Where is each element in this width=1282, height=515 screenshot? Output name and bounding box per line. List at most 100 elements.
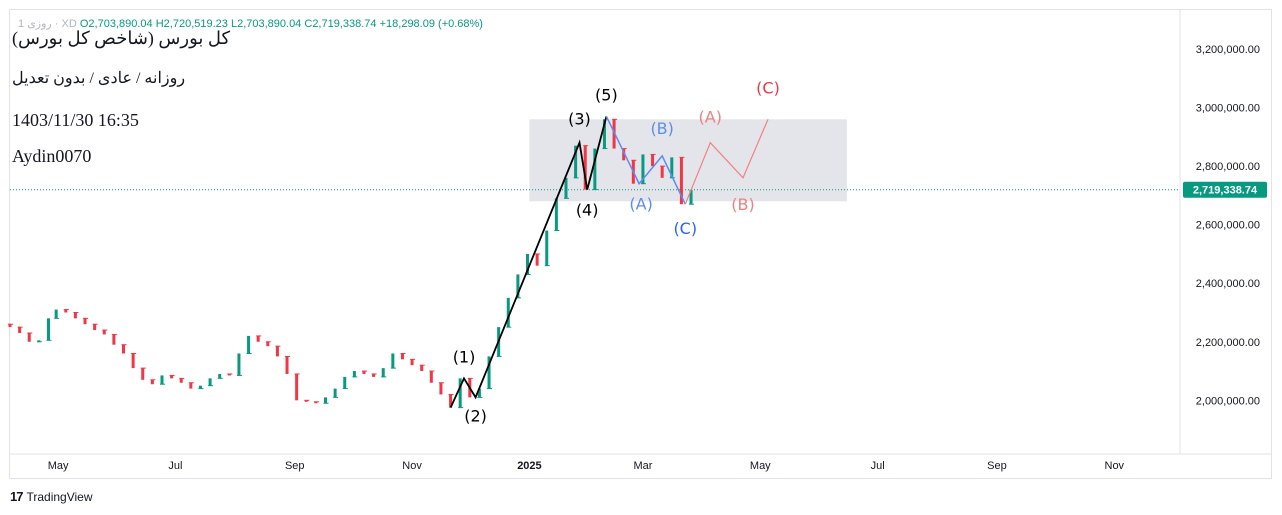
candle xyxy=(381,368,385,377)
candle xyxy=(237,353,241,376)
wave-label: (B) xyxy=(650,119,673,138)
tradingview-wordmark: TradingView xyxy=(26,489,93,504)
candle xyxy=(622,148,626,161)
candle xyxy=(170,375,174,379)
projection-wave-line xyxy=(684,119,769,205)
candle xyxy=(218,373,222,379)
candle xyxy=(362,371,366,374)
x-tick-label: Mar xyxy=(633,460,652,472)
y-tick-label: 3,200,000.00 xyxy=(1196,44,1260,56)
candle xyxy=(574,145,578,178)
candle xyxy=(612,119,616,149)
candle xyxy=(516,274,520,298)
candle xyxy=(487,356,491,389)
candle xyxy=(324,397,328,404)
candle xyxy=(651,154,655,167)
candle xyxy=(429,371,433,383)
candle xyxy=(208,378,212,386)
candle xyxy=(141,368,145,380)
candle xyxy=(54,309,58,319)
ohlc-high: H2,720,519.23 xyxy=(155,18,228,30)
candle xyxy=(583,145,587,190)
chart-frame[interactable] xyxy=(9,9,1272,479)
candle xyxy=(27,332,31,342)
candle xyxy=(660,166,664,178)
wave-label: (2) xyxy=(464,406,487,425)
candle xyxy=(64,309,68,313)
candle xyxy=(122,344,126,354)
x-tick-label: Sep xyxy=(285,460,305,472)
candle xyxy=(112,334,116,345)
chart-note-author: Aydin0070 xyxy=(12,146,92,166)
candle xyxy=(150,379,154,385)
candle xyxy=(179,378,183,383)
candle xyxy=(526,253,530,275)
wave-label: (C) xyxy=(673,219,697,238)
candle xyxy=(160,375,164,385)
ohlc-open: O2,703,890.04 xyxy=(79,18,153,30)
candle xyxy=(449,394,453,408)
candle xyxy=(477,388,481,398)
y-tick-label: 2,800,000.00 xyxy=(1196,161,1260,173)
wave-label: (C) xyxy=(756,78,780,97)
ohlc-change: +18,298.09 (+0.68%) xyxy=(379,18,483,30)
candle xyxy=(73,312,77,319)
x-tick-label: Jul xyxy=(871,460,885,472)
candle xyxy=(506,297,510,328)
y-tick-label: 2,400,000.00 xyxy=(1196,278,1260,290)
tradingview-mark-icon: 17 xyxy=(10,489,24,504)
candle xyxy=(83,318,87,325)
candle xyxy=(285,356,289,374)
x-tick-label: Sep xyxy=(987,460,1007,472)
candle xyxy=(131,353,135,369)
wave-label: (3) xyxy=(568,110,591,129)
candle xyxy=(439,382,443,395)
y-tick-label: 2,600,000.00 xyxy=(1196,220,1260,232)
candle xyxy=(391,353,395,369)
y-tick-label: 2,000,000.00 xyxy=(1196,395,1260,407)
candle xyxy=(564,177,568,199)
candle xyxy=(372,373,376,377)
correction-wave-line xyxy=(605,116,686,205)
candle xyxy=(554,198,558,231)
wave-label: (1) xyxy=(453,347,476,366)
candle xyxy=(102,330,106,335)
candle xyxy=(266,341,270,347)
symbol-prefix: 1 روزی · XD xyxy=(18,18,77,30)
candle xyxy=(420,365,424,372)
candle xyxy=(227,373,231,376)
wave-label: (5) xyxy=(595,85,618,104)
ohlc-close: C2,719,338.74 xyxy=(304,18,377,30)
chart-note-title: (کل بورس (شاخص کل بورس xyxy=(12,28,231,48)
ohlc-readout: 1 روزی · XD O2,703,890.04 H2,720,519.23 … xyxy=(18,17,483,30)
y-tick-label: 3,000,000.00 xyxy=(1196,103,1260,115)
candle xyxy=(256,335,260,342)
candle xyxy=(641,154,645,184)
candle xyxy=(198,385,202,389)
candle xyxy=(689,189,693,205)
candle xyxy=(352,371,356,377)
candle xyxy=(679,157,683,205)
candle xyxy=(37,340,41,342)
candle xyxy=(602,119,606,149)
x-tick-label: Nov xyxy=(1105,460,1125,472)
ohlc-low: L2,703,890.04 xyxy=(230,18,302,30)
candle xyxy=(333,388,337,398)
last-price-tag-label: 2,719,338.74 xyxy=(1193,185,1258,197)
candle xyxy=(593,148,597,190)
last-price-tag xyxy=(1183,181,1267,198)
candle xyxy=(247,335,251,354)
wave-label: (4) xyxy=(576,201,599,220)
x-tick-label: Jul xyxy=(168,460,182,472)
candle xyxy=(343,376,347,389)
candle xyxy=(545,230,549,266)
candle xyxy=(46,318,50,341)
candle xyxy=(535,253,539,266)
chart-note-subtitle: روزانه / عادی / بدون تعدیل xyxy=(12,70,186,87)
candle xyxy=(295,373,299,401)
candle xyxy=(93,324,97,331)
candle xyxy=(458,378,462,408)
tradingview-logo[interactable]: 17 TradingView xyxy=(10,489,93,504)
candle xyxy=(314,401,318,404)
